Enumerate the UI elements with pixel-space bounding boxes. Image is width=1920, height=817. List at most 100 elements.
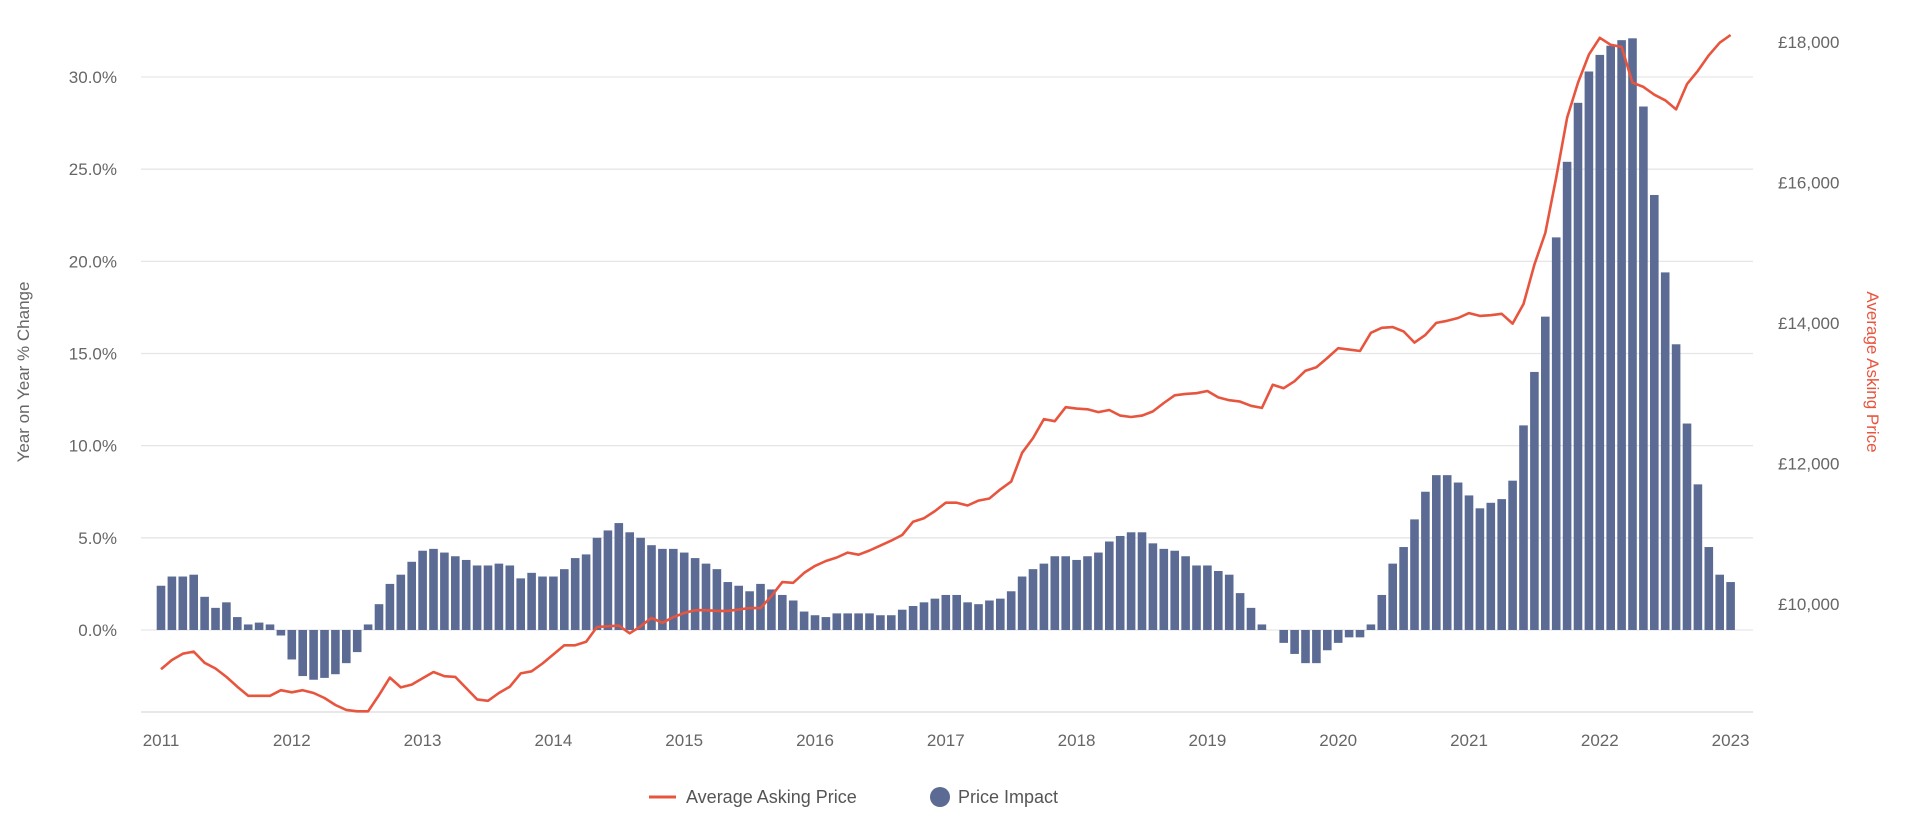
bar xyxy=(1279,629,1288,643)
bar xyxy=(385,583,395,630)
bar xyxy=(1377,594,1387,630)
bar xyxy=(1159,548,1169,630)
legend-item-price-impact[interactable]: Price Impact xyxy=(930,787,1058,807)
bar xyxy=(156,585,166,630)
bar xyxy=(843,613,852,630)
bar xyxy=(1366,624,1376,630)
bar xyxy=(254,622,264,630)
y2-tick-label: £10,000 xyxy=(1778,595,1839,614)
bar xyxy=(1170,550,1179,630)
bar xyxy=(1432,475,1441,630)
y-axis-right-title: Average Asking Price xyxy=(1863,291,1882,452)
bar xyxy=(996,598,1005,630)
bar xyxy=(1628,38,1637,630)
y-tick-label: 25.0% xyxy=(69,160,117,179)
bar xyxy=(669,548,678,630)
bar xyxy=(1214,570,1223,630)
bar xyxy=(1650,194,1659,630)
bar xyxy=(1704,547,1714,630)
bar xyxy=(1399,547,1408,630)
x-axis-ticks: 2011 2012 2013 2014 2015 2016 2017 2018 2019 2020… xyxy=(143,731,1750,750)
bar xyxy=(1453,482,1463,630)
y-axis-left-ticks: 0.0% 5.0% 10.0% 15.0% 20.0% 25.0% 30.0% xyxy=(69,68,117,640)
legend: Average Asking Price Price Impact xyxy=(649,787,1058,807)
y2-tick-label: £14,000 xyxy=(1778,314,1839,333)
bar xyxy=(1072,559,1081,630)
bar xyxy=(887,615,896,630)
x-tick-label: 2020 xyxy=(1319,731,1357,750)
bar xyxy=(734,585,743,630)
y2-tick-label: £12,000 xyxy=(1778,454,1839,473)
bar xyxy=(1388,563,1397,630)
bar xyxy=(1573,102,1583,630)
bar xyxy=(538,576,547,630)
bar xyxy=(592,537,602,630)
bar xyxy=(1083,556,1092,630)
bar xyxy=(897,609,907,630)
x-tick-label: 2013 xyxy=(404,731,442,750)
bar xyxy=(483,565,493,630)
bar xyxy=(788,600,798,630)
bar xyxy=(854,613,863,630)
bar xyxy=(745,591,754,630)
legend-item-average-asking-price[interactable]: Average Asking Price xyxy=(649,787,857,807)
bar xyxy=(1323,629,1332,651)
bar xyxy=(1519,425,1528,630)
bar xyxy=(211,607,220,630)
bar xyxy=(189,574,198,630)
bar xyxy=(505,565,515,630)
bar xyxy=(527,572,536,630)
bar xyxy=(243,624,253,630)
bar xyxy=(461,559,471,630)
bar xyxy=(1257,624,1267,630)
bar xyxy=(1028,569,1038,630)
bar xyxy=(974,604,983,630)
bar xyxy=(233,617,242,630)
legend-circle-icon xyxy=(930,787,950,807)
bar xyxy=(919,602,929,630)
bar xyxy=(440,552,449,630)
bar xyxy=(1562,161,1572,630)
y-tick-label: 10.0% xyxy=(69,437,117,456)
bar xyxy=(1061,556,1070,630)
x-tick-label: 2022 xyxy=(1581,731,1619,750)
bar xyxy=(167,576,177,630)
gridlines xyxy=(141,76,1753,713)
bar xyxy=(1235,593,1245,630)
bar xyxy=(1671,344,1681,630)
bar xyxy=(222,602,231,630)
bar xyxy=(1541,316,1550,630)
bar xyxy=(1126,532,1136,630)
bar xyxy=(810,615,820,630)
bar xyxy=(1050,556,1060,630)
bar xyxy=(1715,574,1724,630)
bar xyxy=(778,594,787,630)
bar xyxy=(1551,237,1561,630)
y-axis-left-title: Year on Year % Change xyxy=(14,282,33,463)
bar-series-price-impact xyxy=(156,38,1735,680)
x-tick-label: 2011 xyxy=(143,731,180,750)
bar xyxy=(658,548,667,630)
x-tick-label: 2021 xyxy=(1450,731,1488,750)
bar xyxy=(963,602,972,630)
bar xyxy=(472,565,482,630)
bar xyxy=(178,576,188,630)
legend-label-price-impact: Price Impact xyxy=(958,787,1058,807)
bar xyxy=(636,537,645,630)
bar xyxy=(1192,565,1201,630)
y-tick-label: 15.0% xyxy=(69,344,117,363)
bar xyxy=(396,574,406,630)
bar xyxy=(1344,629,1354,638)
bar xyxy=(865,613,874,630)
bar xyxy=(985,600,994,630)
bar xyxy=(1094,552,1103,630)
y2-tick-label: £16,000 xyxy=(1778,173,1839,192)
bar xyxy=(309,629,318,680)
bar xyxy=(1497,499,1506,630)
bar xyxy=(908,606,918,630)
x-tick-label: 2012 xyxy=(273,731,311,750)
bar xyxy=(1530,371,1539,630)
bar xyxy=(200,596,209,630)
bar xyxy=(767,589,776,630)
x-tick-label: 2019 xyxy=(1188,731,1226,750)
